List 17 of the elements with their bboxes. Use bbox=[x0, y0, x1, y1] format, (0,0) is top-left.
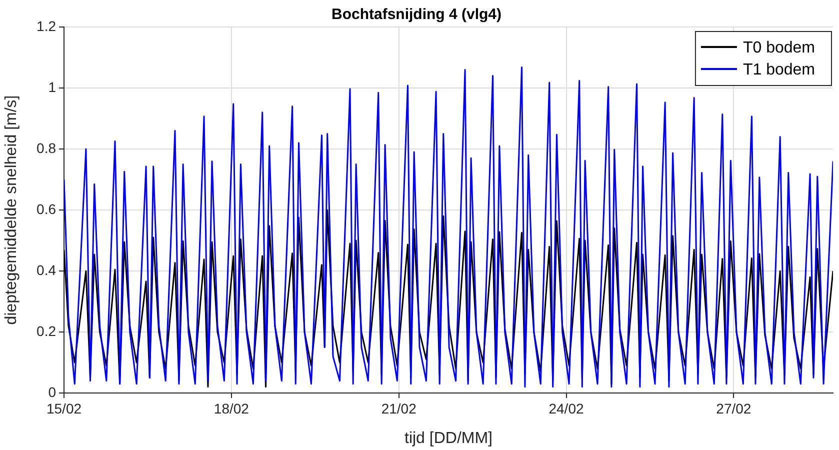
legend-label: T1 bodem bbox=[742, 61, 816, 78]
y-tick-label: 1.2 bbox=[36, 18, 56, 34]
x-axis-title: tijd [DD/MM] bbox=[404, 430, 492, 447]
x-tick-label: 27/02 bbox=[716, 400, 752, 416]
y-tick-label: 0.6 bbox=[36, 200, 56, 217]
x-tick-label: 18/02 bbox=[214, 400, 250, 416]
y-tick-label: 0.8 bbox=[36, 140, 56, 156]
x-tick-label: 24/02 bbox=[548, 400, 584, 416]
y-tick-label: 0 bbox=[48, 384, 56, 400]
y-axis-title: dieptegemiddelde snelheid [m/s] bbox=[3, 95, 20, 325]
chart-title: Bochtafsnijding 4 (vlg4) bbox=[331, 6, 502, 24]
x-tick-label: 15/02 bbox=[46, 400, 82, 416]
y-tick-label: 0.2 bbox=[36, 322, 56, 339]
y-tick-label: 1 bbox=[48, 78, 56, 95]
legend-label: T0 bodem bbox=[742, 39, 816, 56]
x-tick-label: 21/02 bbox=[381, 400, 417, 416]
y-tick-label: 0.4 bbox=[36, 262, 56, 278]
